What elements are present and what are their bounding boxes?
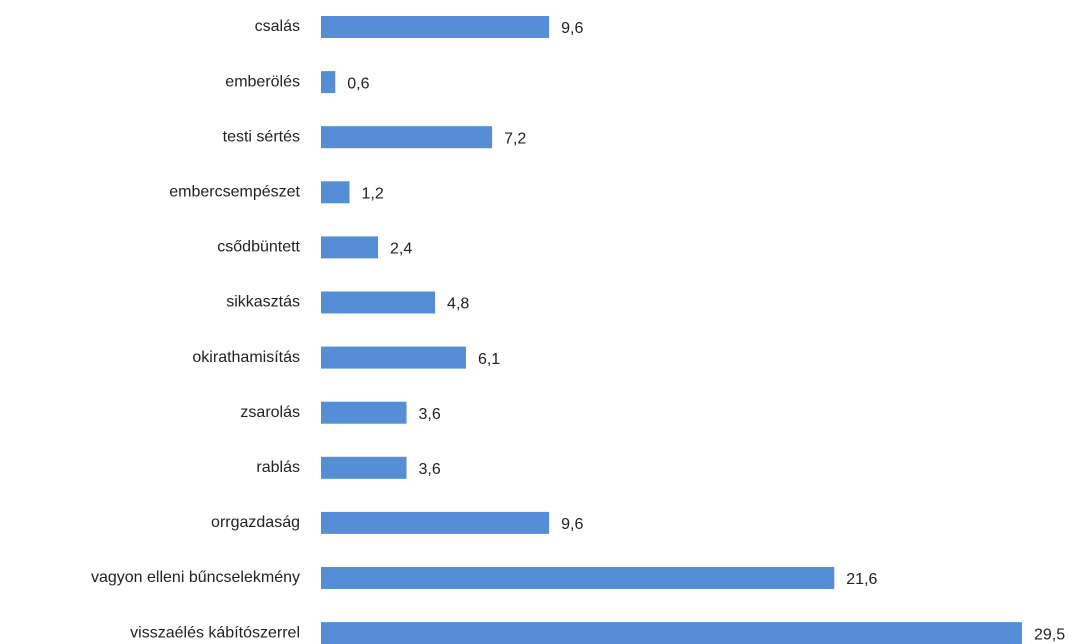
value-label: 7,2	[504, 130, 526, 147]
category-label: rablás	[256, 459, 300, 476]
value-label: 21,6	[846, 571, 877, 588]
category-label: testi sértés	[223, 128, 300, 145]
category-label: emberölés	[225, 73, 300, 90]
category-label: okirathamisítás	[192, 349, 300, 366]
category-label: embercsempészet	[169, 184, 300, 201]
category-label: csődbüntett	[217, 239, 300, 256]
category-label: zsarolás	[240, 404, 300, 421]
value-label: 6,1	[478, 351, 500, 368]
bar	[321, 511, 550, 534]
value-label: 0,6	[347, 75, 369, 92]
value-label: 2,4	[390, 241, 412, 258]
bar	[321, 71, 336, 94]
value-label: 9,6	[561, 516, 583, 533]
value-label: 3,6	[419, 461, 441, 478]
bar	[321, 126, 493, 149]
value-label: 4,8	[447, 296, 469, 313]
bar	[321, 567, 835, 589]
bar	[321, 181, 350, 204]
category-label: visszaélés kábítószerrel	[130, 624, 300, 641]
bar	[321, 622, 1022, 644]
bar	[321, 16, 550, 38]
bar	[321, 236, 379, 259]
category-label: vagyon elleni bűncselekmény	[91, 569, 300, 586]
bar	[321, 456, 407, 479]
bar	[321, 291, 436, 314]
category-label: csalás	[255, 18, 300, 35]
category-label: orrgazdaság	[211, 514, 300, 531]
category-label: sikkasztás	[226, 294, 300, 311]
value-label: 3,6	[419, 406, 441, 423]
bar	[321, 401, 407, 424]
value-label: 1,2	[362, 186, 384, 203]
bar	[321, 346, 466, 369]
value-label: 9,6	[561, 20, 583, 37]
value-label: 29,5	[1034, 626, 1065, 643]
